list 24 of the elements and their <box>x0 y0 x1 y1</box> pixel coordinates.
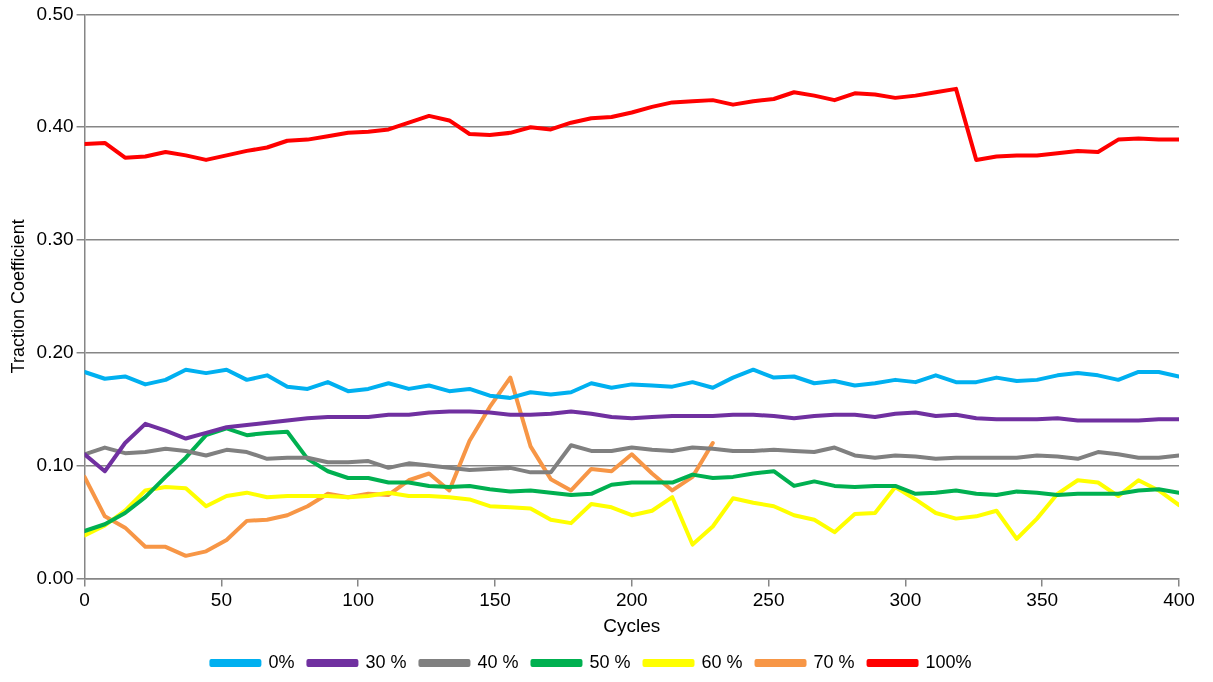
y-tick-label: 0.50 <box>36 2 74 24</box>
legend-label: 60 % <box>701 651 743 672</box>
legend-label: 100% <box>925 651 972 672</box>
x-tick-label: 150 <box>479 589 511 611</box>
y-tick-label: 0.10 <box>36 453 74 475</box>
legend-label: 70 % <box>813 651 855 672</box>
y-axis-title: Traction Coefficient <box>7 219 28 374</box>
legend-label: 40 % <box>477 651 519 672</box>
x-tick-label: 0 <box>79 589 90 611</box>
y-tick-label: 0.30 <box>36 228 74 250</box>
x-tick-label: 200 <box>615 589 648 611</box>
x-tick-label: 300 <box>889 589 922 611</box>
legend-label: 0% <box>268 651 295 672</box>
y-tick-label: 0.40 <box>36 115 74 137</box>
legend-label: 30 % <box>365 651 407 672</box>
legend-label: 50 % <box>589 651 631 672</box>
x-tick-label: 50 <box>210 589 232 611</box>
y-tick-label: 0.20 <box>36 341 74 363</box>
x-axis-title: Cycles <box>603 614 661 636</box>
x-tick-label: 350 <box>1026 589 1059 611</box>
x-tick-label: 250 <box>752 589 785 611</box>
x-tick-label: 400 <box>1163 589 1195 611</box>
x-tick-label: 100 <box>342 589 375 611</box>
y-tick-label: 0.00 <box>36 566 74 588</box>
